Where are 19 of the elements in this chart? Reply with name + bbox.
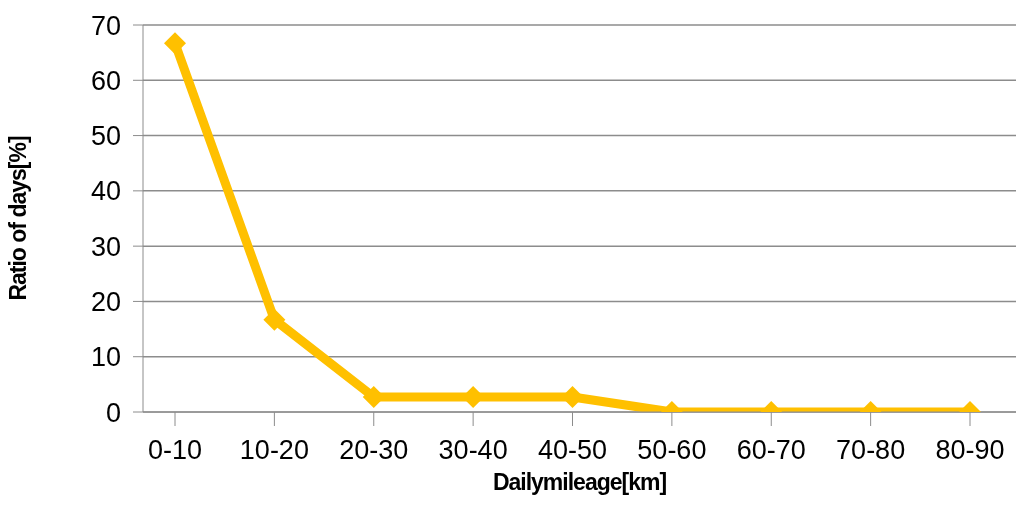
x-tick-label: 60-70 bbox=[736, 435, 806, 466]
y-tick-label: 70 bbox=[90, 10, 121, 41]
x-tick-label: 70-80 bbox=[836, 435, 906, 466]
x-tick-label: 20-30 bbox=[339, 435, 409, 466]
y-axis-title: Ratio of days[%] bbox=[5, 136, 32, 301]
y-tick-label: 50 bbox=[90, 121, 121, 152]
y-tick-label: 20 bbox=[90, 287, 121, 318]
x-tick-label: 40-50 bbox=[537, 435, 608, 466]
x-tick-label: 80-90 bbox=[935, 435, 1005, 466]
x-tick-label: 50-60 bbox=[637, 435, 707, 466]
x-tick-label: 0-10 bbox=[147, 435, 203, 466]
x-axis-title: Dailymileage[km] bbox=[492, 469, 667, 495]
y-tick-label: 30 bbox=[90, 231, 121, 262]
y-tick-label: 10 bbox=[90, 342, 121, 373]
x-tick-label: 10-20 bbox=[239, 435, 309, 466]
y-tick-label: 60 bbox=[90, 65, 121, 96]
x-tick-label: 30-40 bbox=[438, 435, 508, 466]
y-tick-label: 40 bbox=[90, 176, 121, 207]
y-tick-label: 0 bbox=[105, 397, 121, 428]
